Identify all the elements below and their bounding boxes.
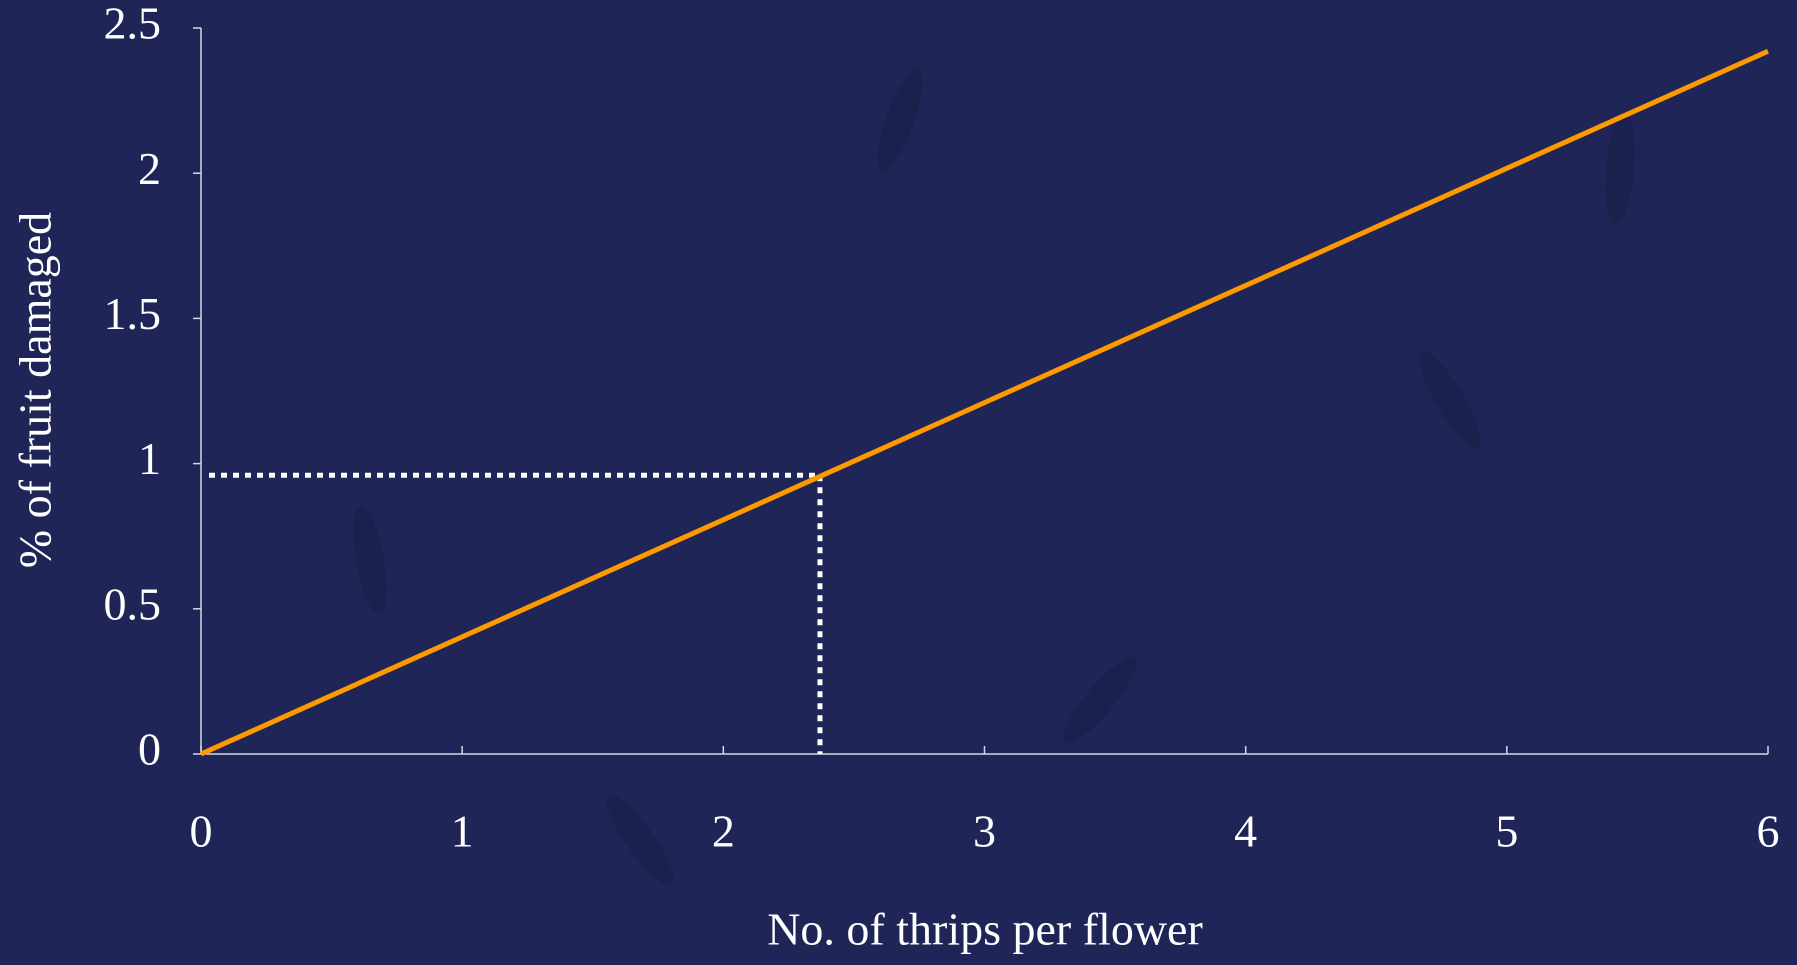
y-tick-label: 0: [138, 724, 161, 775]
y-tick-label: 1.5: [104, 288, 162, 339]
x-axis-title: No. of thrips per flower: [767, 904, 1203, 955]
background-decoration: [353, 68, 1635, 886]
y-tick-label: 2: [138, 143, 161, 194]
data-line: [199, 48, 1770, 757]
x-tick-label: 4: [1234, 806, 1257, 857]
x-tick-label: 6: [1757, 806, 1780, 857]
x-tick-label: 3: [973, 806, 996, 857]
x-tick-label: 1: [451, 806, 474, 857]
y-axis-title: % of fruit damaged: [10, 212, 61, 568]
x-tick-label: 2: [712, 806, 735, 857]
x-tick-label: 0: [190, 806, 213, 857]
y-tick-label: 0.5: [104, 578, 162, 629]
x-tick-label: 5: [1495, 806, 1518, 857]
y-tick-label: 1: [138, 433, 161, 484]
y-tick-label: 2.5: [104, 0, 162, 49]
